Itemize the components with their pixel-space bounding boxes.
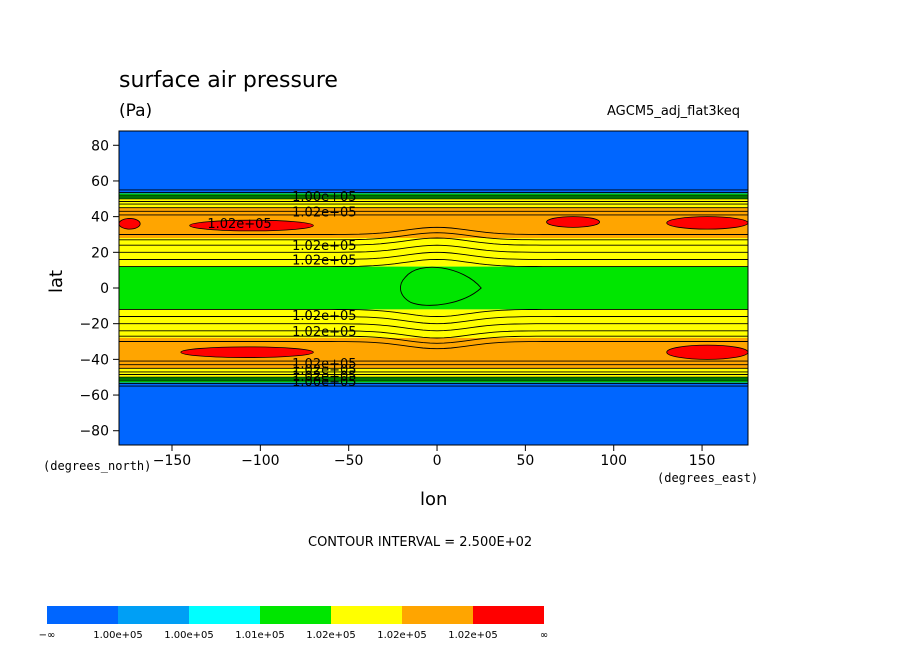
units-label: (Pa) <box>119 101 153 121</box>
high-pressure-cell-3 <box>666 216 749 230</box>
contour-label-6: 1.02e+05 <box>292 325 356 340</box>
y-tick-label-6: −40 <box>79 352 109 368</box>
y-tick-label-2: 40 <box>91 210 109 226</box>
contour-line-16 <box>119 308 748 317</box>
contour-band-9 <box>119 377 748 383</box>
y-tick-label-1: 60 <box>91 174 109 190</box>
y-tick-label-5: −20 <box>79 317 109 333</box>
run-name-label: AGCM5_adj_flat3keq <box>607 104 740 119</box>
colorbar-swatch-1 <box>118 606 189 624</box>
colorbar-swatch-5 <box>402 606 473 624</box>
y-unit-label: (degrees_north) <box>43 459 152 473</box>
y-tick-label-7: −60 <box>79 388 109 404</box>
contour-label-3: 1.02e+05 <box>292 239 356 254</box>
x-tick-label-1: −100 <box>241 453 279 469</box>
contour-band-1 <box>119 193 748 199</box>
colorbar-label-1: 1.00e+05 <box>93 630 143 641</box>
colorbar-swatch-2 <box>189 606 260 624</box>
contour-band-0 <box>119 131 748 194</box>
contour-label-7: 1.02e+05 <box>292 357 356 372</box>
contour-label-1: 1.02e+05 <box>292 205 356 220</box>
contour-line-21 <box>119 341 748 350</box>
x-tick-label-3: 0 <box>433 453 442 469</box>
colorbar-swatch-0 <box>47 606 118 624</box>
colorbar-label-2: 1.00e+05 <box>164 630 214 641</box>
contour-band-10 <box>119 382 748 445</box>
high-pressure-cell-5 <box>666 344 749 360</box>
contour-line-14 <box>119 251 748 260</box>
y-tick-label-8: −80 <box>79 424 109 440</box>
x-tick-label-4: 50 <box>516 453 534 469</box>
contour-line-19 <box>119 330 748 339</box>
colorbar-swatch-6 <box>473 606 544 624</box>
contour-band-2 <box>119 198 748 208</box>
y-tick-label-0: 80 <box>91 138 109 154</box>
x-axis-label: lon <box>420 489 448 510</box>
colorbar-swatch-4 <box>331 606 402 624</box>
colorbar-label-3: 1.01e+05 <box>235 630 285 641</box>
contour-label-8: 1.02e+05 <box>292 363 356 378</box>
x-tick-label-2: −50 <box>334 453 364 469</box>
contour-line-11 <box>119 232 748 241</box>
colorbar-label-5: 1.02e+05 <box>377 630 427 641</box>
y-tick-label-3: 20 <box>91 245 109 261</box>
contour-line-20 <box>119 335 748 344</box>
contour-line-12 <box>119 237 748 246</box>
contour-line-17 <box>119 316 748 325</box>
chart-title: surface air pressure <box>119 68 338 93</box>
colorbar-swatch-3 <box>260 606 331 624</box>
x-unit-label: (degrees_east) <box>657 471 759 485</box>
contour-label-2: 1.02e+05 <box>207 217 271 232</box>
high-pressure-cell-1 <box>189 219 314 232</box>
x-tick-label-6: 150 <box>689 453 716 469</box>
contour-band-8 <box>119 368 748 378</box>
colorbar-label-7: ∞ <box>540 630 548 641</box>
high-pressure-cell-0 <box>118 218 141 230</box>
contour-label-0: 1.00e+05 <box>292 190 356 205</box>
colorbar-label-6: 1.02e+05 <box>448 630 498 641</box>
contour-line-10 <box>119 226 748 235</box>
contour-band-5 <box>119 266 748 310</box>
contour-label-9: 1.02e+05 <box>292 369 356 384</box>
x-tick-label-5: 100 <box>600 453 627 469</box>
contour-label-4: 1.02e+05 <box>292 253 356 268</box>
contour-interval-label: CONTOUR INTERVAL = 2.500E+02 <box>308 535 533 550</box>
colorbar-label-0: −∞ <box>39 630 56 641</box>
contour-line-18 <box>119 323 748 332</box>
colorbar-label-4: 1.02e+05 <box>306 630 356 641</box>
high-pressure-cell-2 <box>546 216 600 228</box>
equatorial-closed-contour <box>400 266 482 306</box>
x-tick-label-0: −150 <box>153 453 191 469</box>
contour-line-15 <box>119 259 748 268</box>
contour-label-5: 1.02e+05 <box>292 309 356 324</box>
contour-label-10: 1.00e+05 <box>292 375 356 390</box>
contour-line-13 <box>119 244 748 253</box>
y-tick-label-4: 0 <box>100 281 109 297</box>
high-pressure-cell-4 <box>180 346 314 358</box>
